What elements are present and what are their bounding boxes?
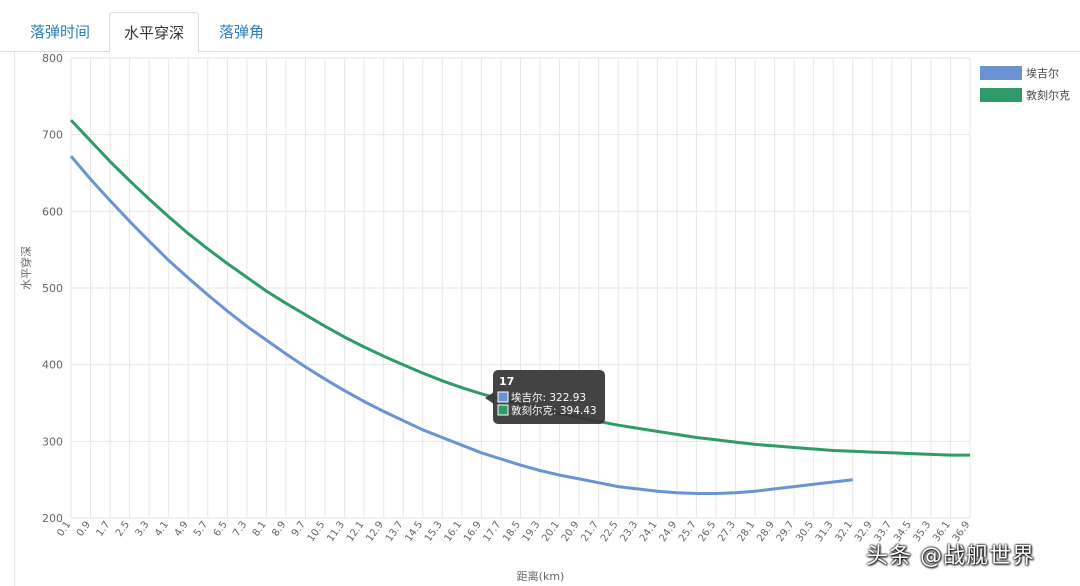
legend-swatch <box>980 88 1022 102</box>
y-tick-label: 700 <box>42 129 63 142</box>
legend-label: 敦刻尔克 <box>1026 88 1070 102</box>
x-tick-label: 8.1 <box>251 519 269 538</box>
tab-fall-angle[interactable]: 落弹角 <box>219 23 265 41</box>
tab-horizontal-penetration[interactable]: 水平穿深 <box>109 12 200 53</box>
x-tick-label: 4.9 <box>173 519 191 538</box>
x-tick-label: 18.5 <box>501 519 523 544</box>
x-tick-label: 28.9 <box>755 519 777 544</box>
x-tick-label: 15.3 <box>423 519 445 544</box>
tooltip-title: 17 <box>499 375 514 388</box>
x-tick-label: 26.5 <box>697 519 719 544</box>
tooltip-box <box>493 370 605 424</box>
x-tick-label: 21.7 <box>579 519 601 544</box>
x-tick-label: 24.1 <box>638 519 660 544</box>
y-tick-label: 200 <box>42 512 63 525</box>
x-tick-label: 12.9 <box>364 519 386 544</box>
x-tick-label: 30.5 <box>794 519 816 544</box>
chart-panel <box>14 52 1080 586</box>
x-tick-label: 9.7 <box>290 519 308 538</box>
x-tick-label: 10.5 <box>306 519 328 544</box>
series-line-1 <box>69 155 853 495</box>
tooltip-entry: 埃吉尔: 322.93 <box>511 391 586 404</box>
tab-fall-time[interactable]: 落弹时间 <box>30 23 91 41</box>
watermark: 头条 @战舰世界 <box>866 544 1035 569</box>
y-tick-label: 300 <box>42 435 63 448</box>
x-tick-label: 25.7 <box>677 519 699 544</box>
x-tick-label: 32.1 <box>833 519 855 544</box>
tooltip-pointer <box>485 392 494 404</box>
grid <box>70 57 971 519</box>
legend-swatch <box>980 66 1022 80</box>
x-tick-label: 19.3 <box>521 519 543 544</box>
y-tick-label: 600 <box>42 205 63 218</box>
x-tick-label: 16.9 <box>462 519 484 544</box>
x-tick-label: 0.9 <box>75 519 93 538</box>
x-tick-label: 12.1 <box>345 519 367 544</box>
x-tick-label: 14.5 <box>403 519 425 544</box>
tab-bar: 落弹时间 水平穿深 落弹角 <box>0 0 1080 53</box>
y-tick-label: 400 <box>42 359 63 372</box>
tooltip-swatch <box>497 391 509 403</box>
x-tick-label: 31.3 <box>814 519 836 544</box>
x-tick-label: 5.7 <box>192 519 210 538</box>
x-tick-label: 3.3 <box>133 519 151 538</box>
x-tick-label: 6.5 <box>212 519 230 538</box>
x-tick-label: 16.1 <box>443 519 465 544</box>
x-tick-label: 4.1 <box>153 519 171 538</box>
x-tick-label: 27.3 <box>716 519 738 544</box>
y-axis-label: 水平穿深 <box>19 246 33 290</box>
x-tick-label: 24.9 <box>658 519 680 544</box>
x-tick-label: 17.7 <box>482 519 504 544</box>
x-tick-label: 20.1 <box>540 519 562 544</box>
y-tick-label: 800 <box>42 52 63 65</box>
y-tick-label: 500 <box>42 282 63 295</box>
x-tick-label: 29.7 <box>775 519 797 544</box>
x-tick-label: 22.5 <box>599 519 621 544</box>
x-tick-label: 8.9 <box>270 519 288 538</box>
x-tick-label: 28.1 <box>736 519 758 544</box>
tooltip-swatch <box>497 404 509 416</box>
legend-label: 埃吉尔 <box>1026 66 1059 80</box>
tooltip-entry: 敦刻尔克: 394.43 <box>511 404 597 417</box>
x-axis-label: 距离(km) <box>517 569 565 583</box>
x-tick-label: 20.9 <box>560 519 582 544</box>
x-tick-label: 7.3 <box>231 519 249 538</box>
x-tick-label: 11.3 <box>325 519 347 544</box>
x-tick-label: 13.7 <box>384 519 406 544</box>
x-tick-label: 2.5 <box>114 519 132 538</box>
x-tick-label: 23.3 <box>618 519 640 544</box>
x-tick-label: 1.7 <box>94 519 112 538</box>
